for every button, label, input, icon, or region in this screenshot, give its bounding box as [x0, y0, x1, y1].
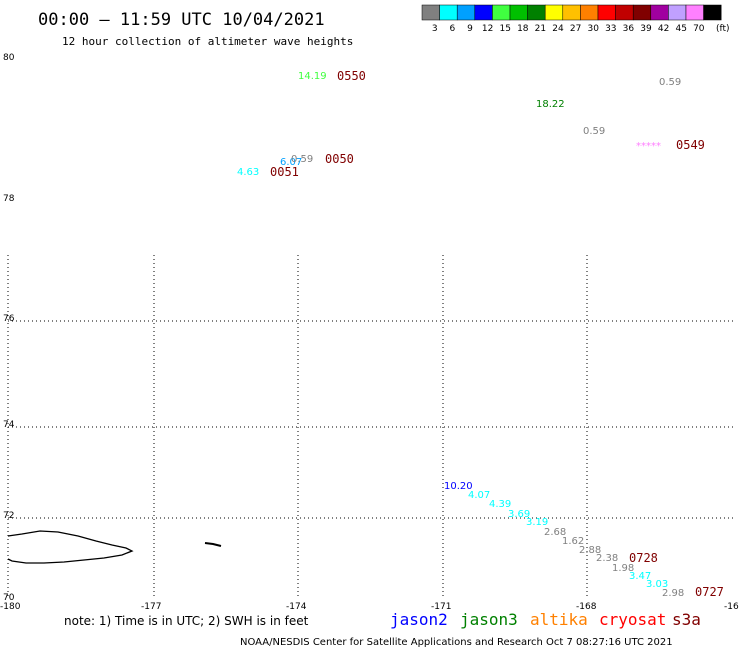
pass-time-label: 0728: [629, 551, 658, 565]
legend-swatch: [474, 4, 493, 21]
legend-swatch-label: 36: [623, 24, 635, 34]
legend-swatch-label: 12: [482, 24, 493, 34]
legend-swatch: [421, 4, 440, 21]
swh-value: 0.59: [659, 77, 681, 88]
legend-swatch-label: 18: [517, 24, 529, 34]
legend-swatch: [615, 4, 634, 21]
satellite-name: jason3: [460, 610, 518, 629]
swh-value: 14.19: [298, 71, 327, 82]
lon-tick-label: -171: [431, 602, 451, 612]
swh-value: 6.07: [280, 157, 302, 168]
swh-color-legend: 3 6 9 12 15 18 21 24 27 30 33 36 39 42 45 70: [421, 4, 722, 34]
legend-swatch-label: 30: [587, 24, 599, 34]
legend-swatch-label: 3: [432, 24, 438, 34]
legend-swatch-label: 42: [658, 24, 669, 34]
swh-value: 3.69: [508, 509, 530, 520]
legend-swatch-label: 33: [605, 24, 616, 34]
swh-value: 4.63: [237, 167, 259, 178]
pass-time-labels: 0550 0549 0050 0051 0728 0727: [270, 69, 724, 599]
swh-value: 3.19: [526, 517, 548, 528]
herald-island-outline: [204, 542, 222, 547]
lat-tick-label: 74: [3, 420, 15, 430]
satellite-name: altika: [530, 610, 588, 629]
lon-tick-label: -168: [576, 602, 597, 612]
swh-value: 2.88: [579, 545, 601, 556]
legend-swatch-label: 15: [499, 24, 510, 34]
swh-value: 3.47: [629, 571, 651, 582]
legend-swatch: [580, 4, 599, 21]
legend-swatch: [650, 4, 669, 21]
swh-value: 1.62: [562, 536, 584, 547]
legend-swatch: [527, 4, 546, 21]
lat-tick-label: 80: [3, 53, 15, 63]
swh-value: 18.22: [536, 99, 565, 110]
satellite-name: s3a: [672, 610, 701, 629]
legend-swatch: [439, 4, 458, 21]
swh-value: 4.39: [489, 499, 511, 510]
legend-swatch-label: 39: [640, 24, 652, 34]
swh-value: 3.03: [646, 579, 668, 590]
legend-swatch: [456, 4, 476, 21]
swh-value: 2.98: [662, 588, 684, 599]
swh-value: 10.20: [444, 481, 473, 492]
swh-value: 2.38: [596, 553, 618, 564]
swh-observations: 14.19 18.22 0.59 0.59 ***** 6.07 0.59 4.…: [237, 71, 684, 599]
swh-value: 4.07: [468, 490, 490, 501]
lon-tick-label: -174: [286, 602, 307, 612]
legend-swatch-label: 6: [450, 24, 456, 34]
satellite-legend: jason2 jason3 altika cryosat s3a: [390, 610, 701, 629]
legend-swatch-label: 27: [570, 24, 581, 34]
legend-swatch-label: 9: [467, 24, 473, 34]
swh-value: 2.68: [544, 527, 566, 538]
footer-credit: NOAA/NESDIS Center for Satellite Applica…: [240, 637, 673, 648]
swh-value: 0.59: [291, 154, 313, 165]
pass-time-label: 0727: [695, 585, 724, 599]
legend-swatch: [492, 4, 511, 21]
satellite-name: cryosat: [599, 610, 666, 629]
legend-swatch-label: 24: [552, 24, 564, 34]
lat-tick-label: 78: [3, 194, 15, 204]
pass-time-label: 0051: [270, 165, 299, 179]
legend-swatch: [562, 4, 581, 21]
legend-swatch: [597, 4, 616, 21]
legend-swatch-label: 45: [675, 24, 686, 34]
swh-value: *****: [636, 141, 661, 152]
lon-tick-label: -16: [724, 602, 739, 612]
map-subtitle: 12 hour collection of altimeter wave hei…: [62, 35, 353, 48]
footer-note: note: 1) Time is in UTC; 2) SWH is in fe…: [64, 614, 309, 628]
lat-tick-label: 70: [3, 593, 15, 603]
legend-swatch: [685, 4, 704, 21]
swh-value: 1.98: [612, 563, 634, 574]
legend-unit-label: (ft): [716, 24, 730, 34]
satellite-name: jason2: [390, 610, 448, 629]
lat-tick-label: 72: [3, 511, 14, 521]
pass-time-label: 0549: [676, 138, 705, 152]
swh-value: 0.59: [583, 126, 605, 137]
pass-time-label: 0050: [325, 152, 354, 166]
legend-swatch: [668, 4, 687, 21]
lon-tick-label: -177: [141, 602, 161, 612]
lon-tick-label: -180: [0, 602, 21, 612]
wrangel-island-outline: [7, 530, 134, 564]
lat-tick-label: 76: [3, 314, 15, 324]
legend-swatch: [632, 4, 652, 21]
legend-swatch-label: 70: [693, 24, 705, 34]
legend-swatch: [703, 4, 722, 21]
map-title: 00:00 — 11:59 UTC 10/04/2021: [38, 10, 325, 30]
legend-swatch: [509, 4, 528, 21]
pass-time-label: 0550: [337, 69, 366, 83]
legend-swatch: [544, 4, 564, 21]
legend-swatch-label: 21: [535, 24, 546, 34]
